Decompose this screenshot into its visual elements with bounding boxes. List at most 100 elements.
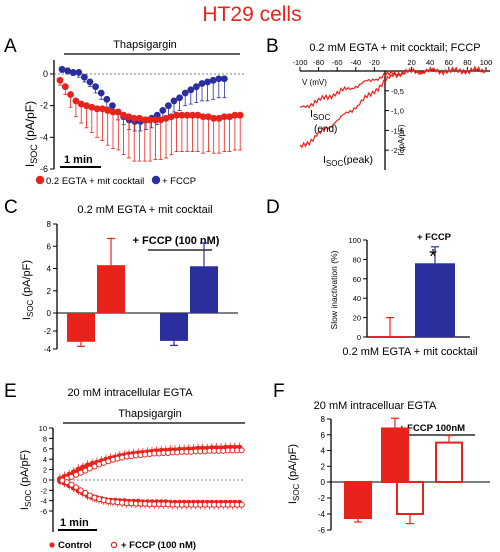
panel-b-y-tick-label: -1,0 xyxy=(391,107,404,116)
panel-c-y-label: ISOC (pA/pF) xyxy=(21,260,35,320)
panel-f-bar xyxy=(435,441,463,483)
panel-a-point-control xyxy=(210,114,218,122)
panel-e-y-tick-label: 2 xyxy=(43,466,47,475)
panel-b-x-tick-label: 100 xyxy=(480,58,493,67)
panel-a-point-control xyxy=(114,108,122,116)
panel-e-point-fccp xyxy=(73,484,80,491)
panel-a-point-fccp xyxy=(176,94,184,102)
panel-f-y-label: ISOC (pA/pF) xyxy=(287,444,301,504)
panel-c-bar xyxy=(67,313,95,342)
panel-d-bar xyxy=(415,263,455,337)
panel-a-point-control xyxy=(83,102,90,110)
panel-a-point-control xyxy=(56,76,64,84)
panel-a-point-fccp xyxy=(64,67,71,75)
panel-e-point-fccp xyxy=(68,481,75,488)
panel-f-y-tick-label: 0 xyxy=(321,478,326,487)
panel-b-y-tick-label: -2,0 xyxy=(391,146,404,155)
panel-c-y-tick-label: 6 xyxy=(47,242,52,251)
panel-a-point-fccp xyxy=(165,102,172,110)
panel-e-y-tick-label: 0 xyxy=(43,476,47,485)
panel-f-bracket-label: + FCCP 100nM xyxy=(399,423,465,434)
panel-e-point-fccp xyxy=(77,487,84,494)
panel-b-label-end-suffix: (end) xyxy=(314,124,337,135)
panel-label-d: D xyxy=(266,197,280,218)
panel-e-y-tick-label: 4 xyxy=(43,455,47,464)
panel-e-y-tick-label: -2 xyxy=(40,486,47,495)
panel-a-point-control xyxy=(136,114,143,122)
panel-a-point-control xyxy=(220,113,228,121)
panel-a-point-control xyxy=(157,116,165,124)
panel-b-y-tick-label: -0,5 xyxy=(391,87,404,96)
panel-f-chart: 20 mM intracelluar EGTA + FCCP 100nM 8 6 4… xyxy=(287,400,490,535)
panel-a-point-control xyxy=(215,114,223,122)
panel-a-point-control xyxy=(167,113,175,121)
panel-e-y-tick-label: -6 xyxy=(40,507,47,516)
panel-a-point-control xyxy=(120,111,127,119)
panel-e-y-tick-label: -4 xyxy=(40,497,47,506)
panel-a-point-control xyxy=(205,113,212,121)
panel-a-point-fccp xyxy=(221,75,228,83)
panel-d-y-tick-label: 20 xyxy=(353,314,361,323)
panel-b-y-label: I (pA/pF) xyxy=(397,124,406,155)
panel-a-y-label: ISOC (pA/pF) xyxy=(23,101,39,167)
panel-a-point-control xyxy=(125,113,133,121)
panel-e-subtitle: Thapsigargin xyxy=(118,408,182,420)
panel-d-y-tick-label: 60 xyxy=(353,275,361,284)
panel-a-point-fccp xyxy=(97,89,105,97)
panel-a-point-control xyxy=(173,111,181,119)
panel-e-chart: 20 mM intracellular EGTA Thapsigargin 10… xyxy=(19,387,245,551)
panel-a-point-control xyxy=(178,111,186,119)
panel-a-point-fccp xyxy=(198,80,206,87)
panel-label-a: A xyxy=(4,36,17,57)
panel-a-point-control xyxy=(130,114,138,122)
panel-f-y-tick-label: -2 xyxy=(318,494,326,503)
panel-f-y-tick-label: 2 xyxy=(321,462,326,471)
panel-a-point-control xyxy=(189,111,196,119)
panel-b-x-tick-label: -100 xyxy=(292,58,307,67)
panel-e-y-label: ISOC (pA/pF) xyxy=(19,450,33,510)
panel-a-point-control xyxy=(141,116,149,124)
panel-label-b: B xyxy=(266,36,279,57)
panel-a-point-control xyxy=(194,111,202,119)
panel-f-title: 20 mM intracelluar EGTA xyxy=(314,400,437,412)
panel-a-point-control xyxy=(226,113,234,121)
panel-f-bar xyxy=(344,481,372,519)
panel-e-y-tick-label: 10 xyxy=(39,424,47,433)
panel-a-y-tick-label: -4 xyxy=(40,132,48,142)
panel-e-point-fccp xyxy=(238,501,245,508)
panel-a-point-control xyxy=(61,83,69,91)
panel-a-point-fccp xyxy=(215,75,223,83)
panel-e-legend-control: Control xyxy=(58,540,92,551)
panel-b-x-tick-label: -80 xyxy=(313,58,324,67)
panel-e-title: 20 mM intracellular EGTA xyxy=(67,387,193,399)
panel-b-x-tick-label: -40 xyxy=(350,58,361,67)
panel-f-y-tick-label: 8 xyxy=(321,415,326,424)
panel-a-point-control xyxy=(109,108,117,116)
panel-b-title: 0.2 mM EGTA + mit cocktail; FCCP xyxy=(309,42,480,54)
panel-c-bar xyxy=(97,265,125,313)
panel-c-y-tick-label: 0 xyxy=(47,309,52,318)
panel-a-y-tick-label: -2 xyxy=(40,101,48,111)
panel-a-y-tick-label: -6 xyxy=(40,164,48,174)
panel-c-chart: 0.2 mM EGTA + mit cocktail + FCCP (100 n… xyxy=(21,204,238,354)
panel-a-point-control xyxy=(104,107,112,114)
panel-e-point-fccp xyxy=(238,447,245,454)
panel-a-point-fccp xyxy=(187,86,195,94)
panel-f-bar xyxy=(396,481,424,515)
panel-b-chart: 0.2 mM EGTA + mit cocktail; FCCP -100 -80… xyxy=(292,42,492,170)
panel-a-title: Thapsigargin xyxy=(113,39,177,51)
panel-f-y-tick-label: -4 xyxy=(318,510,326,519)
panel-c-y-tick-label: -4 xyxy=(44,345,52,354)
panel-a-point-control xyxy=(93,105,101,113)
panel-a-point-fccp xyxy=(75,69,83,76)
panel-e-point-fccp xyxy=(82,489,89,496)
panel-b-label-peak: ISOC(peak) xyxy=(323,154,373,168)
panel-a-point-control xyxy=(77,100,85,108)
panel-a-point-fccp xyxy=(103,95,111,103)
panel-e-legend-fccp: + FCCP (100 nM) xyxy=(121,540,196,551)
panel-a-legend-blue: + FCCP xyxy=(162,176,196,187)
panel-a-point-fccp xyxy=(159,107,167,114)
panel-f-y-tick-label: -6 xyxy=(318,526,326,535)
panel-a-point-fccp xyxy=(81,73,88,81)
panel-a-point-control xyxy=(152,116,159,124)
